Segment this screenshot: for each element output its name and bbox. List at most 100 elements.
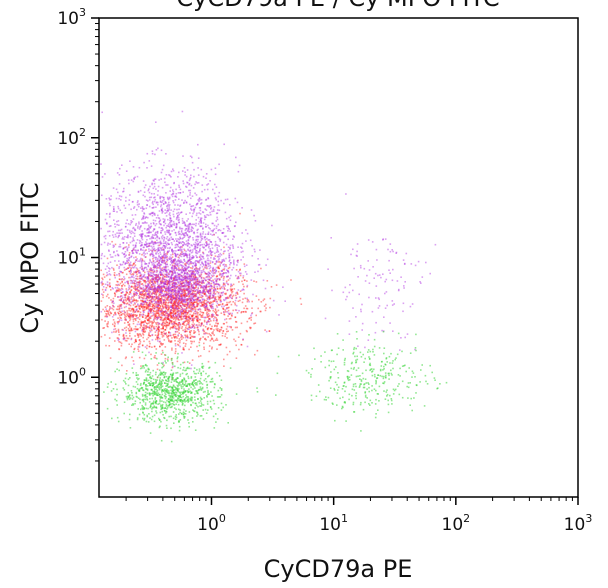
data-point (187, 321, 189, 324)
data-point (160, 205, 162, 208)
data-point (113, 306, 115, 308)
data-point (178, 275, 180, 277)
data-point (135, 271, 137, 273)
data-point (163, 364, 165, 367)
data-point (106, 271, 108, 274)
data-point (149, 288, 152, 291)
data-point (180, 311, 183, 314)
data-point (239, 269, 241, 271)
data-point (160, 310, 162, 312)
data-point (111, 240, 113, 243)
data-point (110, 289, 112, 291)
data-point (210, 284, 212, 287)
data-point (128, 256, 131, 259)
data-point (156, 236, 159, 238)
data-point (193, 332, 196, 334)
data-point (199, 213, 202, 215)
data-point (175, 328, 178, 331)
data-point (182, 241, 184, 243)
data-point (192, 309, 194, 312)
data-point (142, 313, 145, 315)
data-point (185, 317, 187, 320)
data-point (178, 315, 181, 317)
data-point (215, 212, 218, 215)
data-point (195, 272, 198, 274)
data-point (175, 255, 177, 258)
data-point (243, 289, 245, 291)
data-point (140, 278, 142, 280)
data-point (117, 329, 120, 332)
data-point (172, 279, 174, 282)
data-point (147, 319, 149, 322)
data-point (173, 222, 176, 225)
data-point (132, 313, 135, 316)
data-point (179, 302, 181, 304)
data-point (150, 249, 152, 251)
data-point (148, 345, 150, 348)
data-point (189, 189, 192, 192)
data-point (152, 282, 154, 285)
data-point (196, 298, 198, 301)
data-point (168, 322, 171, 325)
data-point (155, 277, 158, 280)
data-point (182, 336, 184, 339)
data-point (154, 281, 156, 283)
data-point (171, 288, 174, 291)
data-point (159, 269, 162, 271)
data-point (138, 223, 140, 225)
data-point (191, 244, 193, 247)
data-point (184, 311, 186, 313)
data-point (250, 326, 252, 329)
data-point (241, 301, 244, 304)
data-point (178, 238, 180, 241)
data-point (115, 284, 117, 286)
data-point (145, 297, 148, 299)
data-point (225, 292, 227, 295)
data-point (142, 309, 144, 312)
data-point (122, 253, 125, 256)
data-point (123, 302, 125, 304)
data-point (131, 356, 133, 359)
data-point (165, 297, 168, 299)
data-point (120, 307, 123, 309)
data-point (193, 175, 195, 178)
data-point (176, 265, 178, 267)
data-point (201, 262, 204, 265)
data-point (132, 200, 134, 203)
data-point (215, 269, 217, 272)
data-point (149, 267, 152, 269)
data-point (151, 183, 153, 186)
data-point (128, 182, 130, 185)
data-point (156, 337, 158, 339)
data-point (175, 300, 178, 303)
data-point (126, 242, 128, 244)
data-point (164, 283, 167, 285)
data-point (193, 277, 196, 279)
data-point (178, 218, 180, 221)
data-point (147, 232, 150, 234)
data-point (172, 282, 174, 285)
data-point (153, 206, 155, 209)
data-point (184, 268, 187, 271)
data-point (183, 290, 186, 292)
data-point (210, 282, 213, 285)
data-point (176, 253, 179, 256)
data-point (145, 286, 148, 288)
data-point (143, 309, 146, 311)
data-point (160, 272, 163, 275)
data-point (205, 264, 208, 267)
data-point (153, 305, 156, 307)
data-point (139, 283, 141, 285)
data-point (183, 234, 185, 237)
data-point (137, 289, 139, 291)
data-point (174, 316, 177, 319)
data-point (153, 292, 156, 295)
data-point (160, 286, 163, 288)
data-point (154, 198, 157, 201)
data-point (202, 279, 204, 282)
data-point (175, 275, 177, 277)
data-point (104, 234, 107, 237)
data-point (204, 326, 207, 328)
data-point (177, 340, 179, 343)
data-point (198, 333, 200, 336)
